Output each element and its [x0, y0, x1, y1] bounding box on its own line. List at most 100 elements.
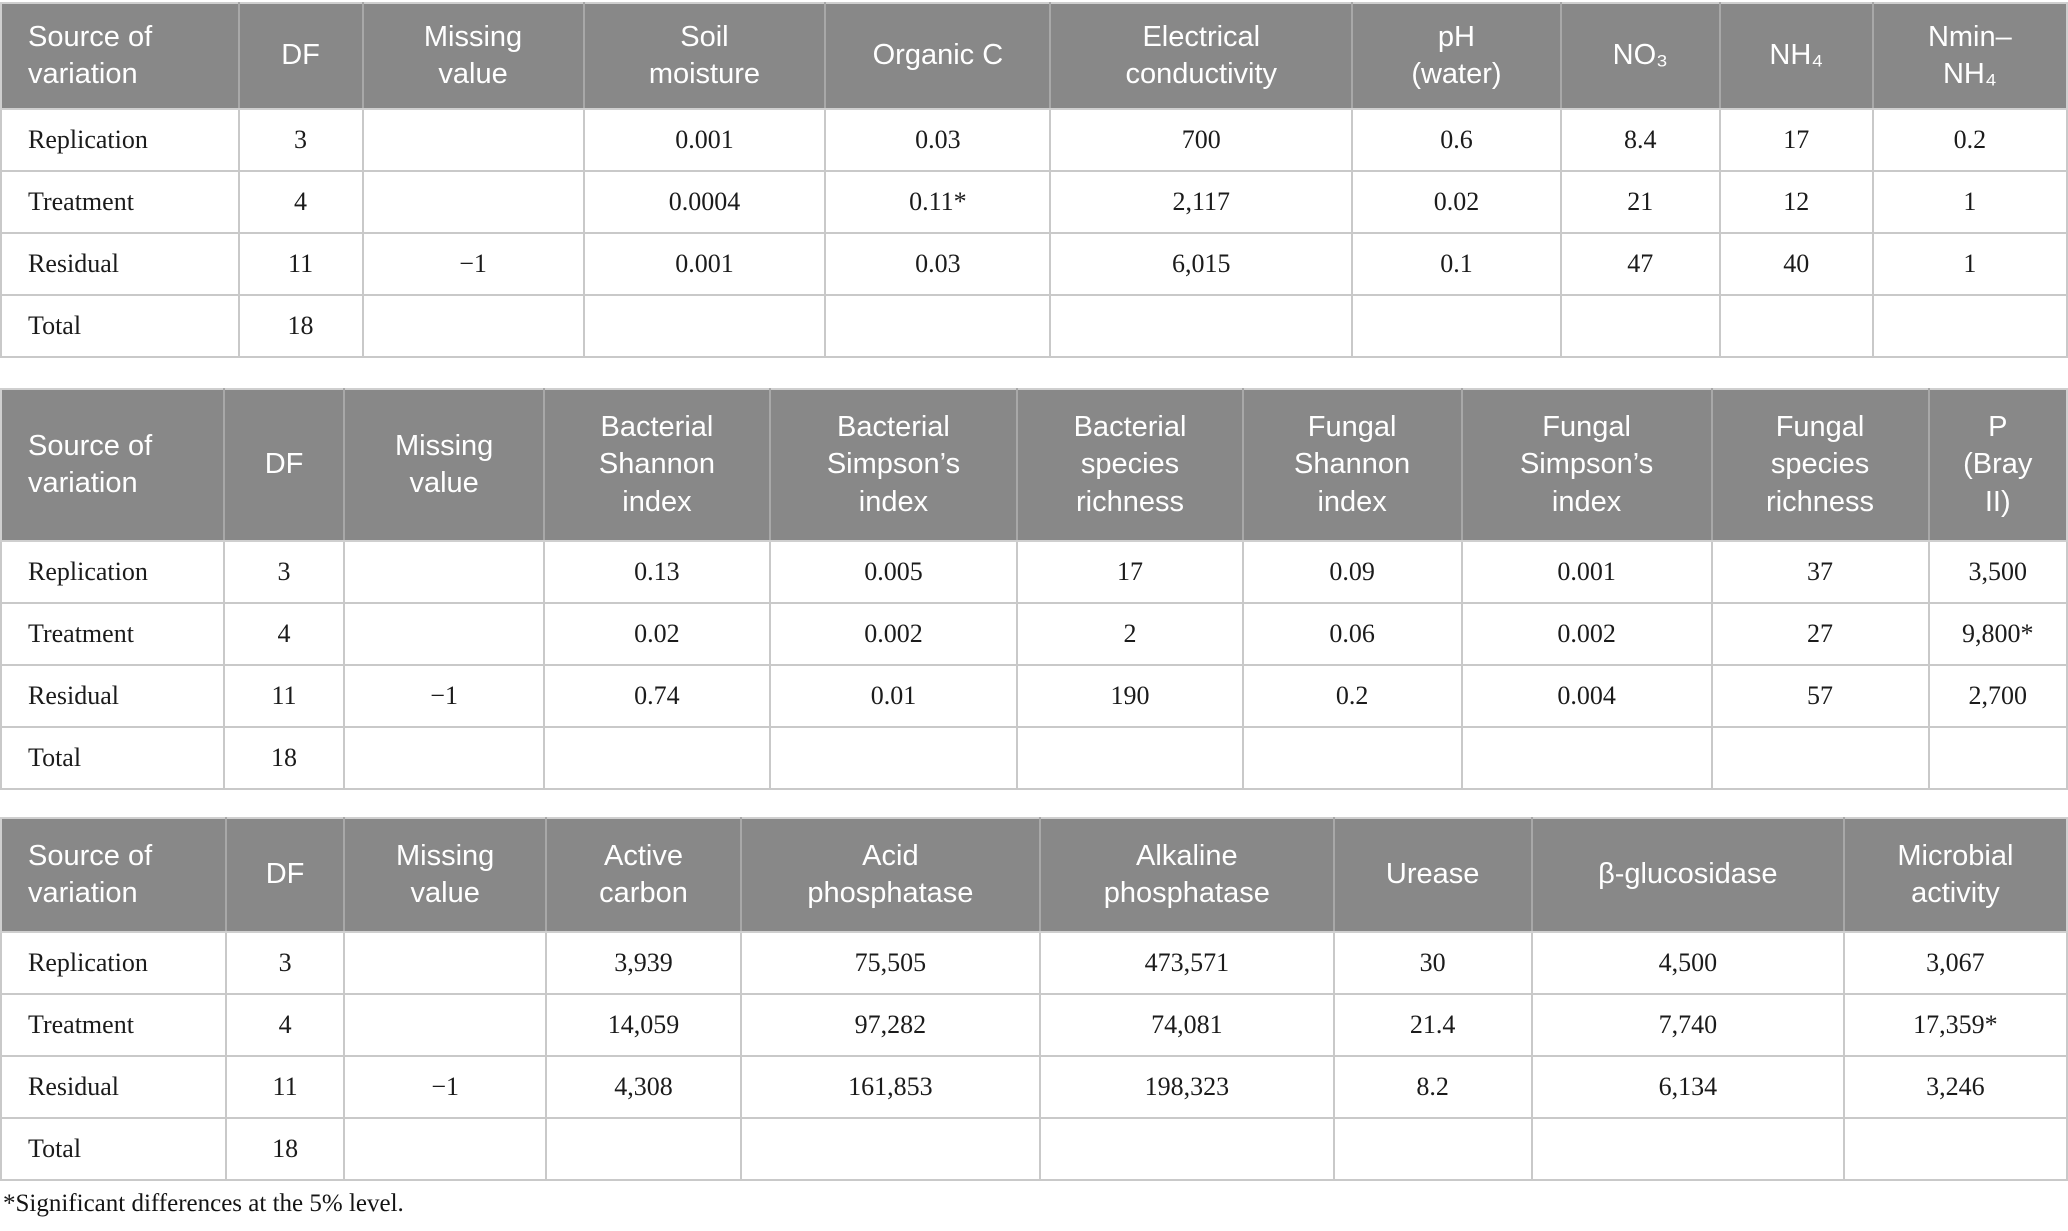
value-cell: 4,308	[545, 1055, 742, 1119]
column-header: Missing value	[343, 818, 548, 933]
column-header: Active carbon	[546, 818, 742, 933]
column-header: Missing value	[343, 389, 546, 542]
value-cell: 11	[225, 1055, 345, 1119]
value-cell: 47	[1559, 232, 1721, 296]
value-cell: 3,939	[545, 931, 742, 995]
value-cell	[342, 540, 546, 604]
value-cell: 0.11*	[824, 170, 1052, 234]
column-header: DF	[238, 3, 364, 110]
anova-table-enzyme-activity: Source of variation DF Missing value Active…	[0, 817, 2068, 1181]
header-row: Source of variation DF Missing value Active…	[1, 818, 2067, 933]
value-cell: 11	[237, 232, 364, 296]
column-header: Fungal species richness	[1711, 389, 1930, 542]
value-cell: 3,246	[1842, 1055, 2068, 1119]
value-cell: 6,015	[1049, 232, 1354, 296]
value-cell: 74,081	[1039, 993, 1335, 1057]
table-row: Total 18	[0, 726, 2068, 790]
value-cell: 1	[1871, 170, 2068, 234]
table-row: Replication 3 0.13 0.005 17 0.09 0.001 37 3,500	[0, 540, 2068, 604]
table-row: Residual 11 −1 0.74 0.01 190 0.2 0.004 57 2,700	[0, 664, 2068, 728]
value-cell	[545, 1117, 742, 1181]
anova-table-soil-chemical-properties: Source of variation DF Missing value Soil m…	[0, 2, 2068, 358]
value-cell: 0.002	[768, 602, 1019, 666]
value-cell: 7,740	[1530, 993, 1845, 1057]
table-row: Residual 11 −1 0.001 0.03 6,015 0.1 47 40 1	[0, 232, 2068, 296]
value-cell	[1241, 726, 1463, 790]
value-cell	[1842, 1117, 2068, 1181]
column-header: Soil moisture	[583, 3, 827, 110]
column-header: Electrical conductivity	[1050, 3, 1354, 110]
value-cell: 2,117	[1049, 170, 1354, 234]
value-cell: 1	[1871, 232, 2068, 296]
value-cell: 21	[1559, 170, 1721, 234]
column-header: DF	[224, 389, 345, 542]
value-cell: 14,059	[545, 993, 742, 1057]
table-row: Residual 11 −1 4,308 161,853 198,323 8.2 6,134 3…	[0, 1055, 2068, 1119]
value-cell	[768, 726, 1019, 790]
value-cell: 3,500	[1927, 540, 2068, 604]
value-cell: −1	[342, 1055, 548, 1119]
row-label-cell: Treatment	[0, 170, 240, 234]
value-cell: 0.6	[1351, 108, 1562, 172]
value-cell: 0.03	[824, 232, 1052, 296]
column-header: β-glucosidase	[1531, 818, 1845, 933]
header-row: Source of variation DF Missing value Soil m…	[1, 3, 2067, 110]
column-header: DF	[226, 818, 345, 933]
value-cell	[1351, 294, 1562, 358]
value-cell: 700	[1049, 108, 1354, 172]
value-cell: 198,323	[1039, 1055, 1335, 1119]
anova-table-microbial-diversity: Source of variation DF Missing value Bacter…	[0, 388, 2068, 790]
value-cell: 3,067	[1842, 931, 2068, 995]
column-header: Bacterial species richness	[1017, 389, 1244, 542]
value-cell	[1039, 1117, 1335, 1181]
value-cell: 18	[237, 294, 364, 358]
value-cell: 0.002	[1460, 602, 1713, 666]
row-label-cell: Treatment	[0, 602, 226, 666]
row-label-cell: Replication	[0, 108, 240, 172]
value-cell: 9,800*	[1927, 602, 2068, 666]
value-cell: 0.2	[1871, 108, 2068, 172]
value-cell: 8.2	[1332, 1055, 1533, 1119]
value-cell	[361, 170, 585, 234]
table-row: Treatment 4 14,059 97,282 74,081 21.4 7,740 17,…	[0, 993, 2068, 1057]
value-cell: 37	[1710, 540, 1930, 604]
column-header: Missing value	[362, 3, 585, 110]
value-cell: 2,700	[1927, 664, 2068, 728]
value-cell	[342, 602, 546, 666]
row-label-cell: Replication	[0, 540, 226, 604]
value-cell: 8.4	[1559, 108, 1721, 172]
value-cell: 0.74	[543, 664, 771, 728]
row-label-cell: Total	[0, 1117, 228, 1181]
column-header: Microbial activity	[1843, 818, 2067, 933]
value-cell: 4	[225, 993, 345, 1057]
value-cell: 161,853	[739, 1055, 1042, 1119]
value-cell: 3	[223, 540, 345, 604]
row-label-cell: Total	[0, 294, 240, 358]
value-cell: 0.09	[1241, 540, 1463, 604]
value-cell: 17	[1016, 540, 1244, 604]
column-header: Bacterial Simpson’s index	[769, 389, 1019, 542]
value-cell	[739, 1117, 1042, 1181]
value-cell: 0.001	[1460, 540, 1713, 604]
value-cell	[361, 108, 585, 172]
value-cell: 0.01	[768, 664, 1019, 728]
row-label-cell: Total	[0, 726, 226, 790]
value-cell	[361, 294, 585, 358]
value-cell: 0.2	[1241, 664, 1463, 728]
column-header: Source of variation	[1, 389, 226, 542]
value-cell: 21.4	[1332, 993, 1533, 1057]
value-cell: 0.02	[1351, 170, 1562, 234]
value-cell: 40	[1718, 232, 1874, 296]
value-cell	[342, 726, 546, 790]
value-cell	[1559, 294, 1721, 358]
value-cell	[582, 294, 827, 358]
value-cell: 12	[1718, 170, 1874, 234]
table-row: Total 18	[0, 1117, 2068, 1181]
column-header: P (Bray II)	[1928, 389, 2067, 542]
column-header: Alkaline phosphatase	[1040, 818, 1335, 933]
value-cell: 6,134	[1530, 1055, 1845, 1119]
value-cell: 0.03	[824, 108, 1052, 172]
value-cell	[342, 993, 548, 1057]
value-cell: 11	[223, 664, 345, 728]
